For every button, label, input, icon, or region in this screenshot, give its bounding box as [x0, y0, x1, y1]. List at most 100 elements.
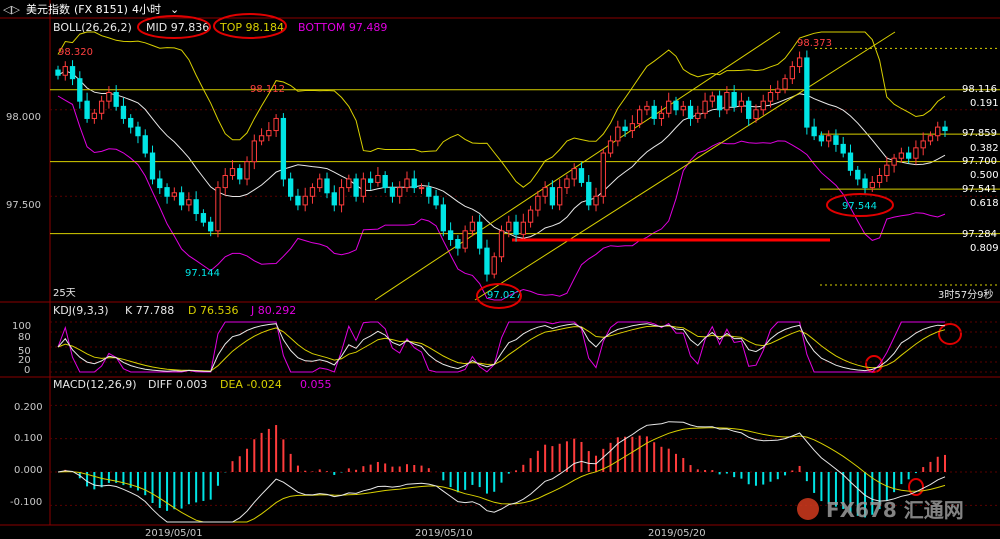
fib-ratio: 0.382: [970, 143, 999, 154]
macd-dea: DEA -0.024: [220, 378, 282, 391]
candle: [193, 191, 199, 221]
candle: [789, 61, 795, 85]
candle: [171, 187, 177, 201]
kdj-d-line: [57, 325, 946, 372]
candle: [862, 173, 868, 196]
macd-tick: 0.000: [14, 465, 43, 476]
candle: [557, 179, 563, 211]
candle: [157, 170, 163, 195]
candle: [317, 173, 323, 192]
fib-price: 97.859: [962, 128, 997, 139]
candle: [135, 121, 141, 144]
candle: [498, 225, 505, 263]
candle: [360, 172, 367, 203]
low-label: 97.027: [487, 290, 522, 301]
kdj-tick: 100: [12, 321, 31, 332]
date-axis: 2019/05/01 2019/05/10 2019/05/20: [145, 528, 706, 539]
candle: [229, 160, 236, 180]
candle: [324, 172, 330, 199]
candle: [520, 213, 526, 239]
boll-bottom: BOTTOM 97.489: [298, 21, 387, 34]
candle: [666, 92, 672, 118]
date-tick: 2019/05/10: [415, 528, 473, 539]
candle: [833, 129, 839, 152]
period-selector[interactable]: 4小时: [132, 3, 161, 16]
candle: [302, 187, 308, 212]
fib-ratio: 0.191: [970, 98, 999, 109]
candle: [215, 181, 221, 238]
candle: [571, 163, 577, 187]
candle: [338, 179, 345, 213]
candle: [818, 131, 825, 147]
candle: [731, 85, 737, 112]
candle: [491, 252, 497, 279]
candle: [658, 105, 665, 126]
kdj-tick: 0: [24, 365, 30, 376]
annotation-circles: [137, 13, 962, 496]
channel-lower: [474, 31, 896, 301]
candle: [782, 74, 788, 94]
candle: [593, 187, 599, 212]
date-tick: 2019/05/20: [648, 528, 706, 539]
candle: [513, 214, 519, 242]
candle: [615, 120, 621, 147]
candle: [178, 186, 185, 211]
candle: [309, 183, 316, 204]
boll-name: BOLL(26,26,2): [53, 21, 132, 34]
macd-axis: 0.200 0.100 0.000 -0.100: [10, 402, 43, 508]
trend-lines: [374, 31, 896, 301]
candle: [607, 135, 614, 158]
candle: [905, 146, 912, 164]
date-tick: 2019/05/01: [145, 528, 203, 539]
candle: [287, 172, 294, 201]
candle: [477, 214, 483, 255]
candle: [796, 51, 803, 73]
instrument-code: (FX 8151): [74, 3, 128, 16]
candle: [404, 171, 410, 192]
high-label: 98.320: [58, 47, 93, 58]
candle: [331, 185, 337, 212]
candle: [527, 205, 534, 228]
candle: [244, 156, 250, 186]
kdj-tick: 20: [18, 355, 31, 366]
candle: [804, 50, 810, 135]
candle: [746, 96, 752, 126]
candle: [251, 134, 257, 170]
period-dropdown-icon[interactable]: ⌄: [170, 3, 179, 16]
candle: [760, 94, 766, 116]
candle: [716, 90, 723, 118]
fib-price: 97.284: [962, 229, 997, 240]
candle: [542, 181, 548, 204]
candle: [200, 209, 207, 227]
candle: [709, 91, 716, 108]
fib-price: 98.116: [962, 84, 997, 95]
boll-top: TOP 98.184: [219, 21, 284, 34]
boll-mid: MID 97.836: [146, 21, 209, 34]
kdj-lines: [50, 321, 1000, 373]
title-bar: ◁▷ 美元指数 (FX 8151) 4小时 ⌄: [3, 2, 179, 16]
candle: [447, 222, 454, 246]
instrument-name: 美元指数: [26, 2, 70, 16]
candle: [455, 235, 461, 256]
candle: [91, 108, 98, 124]
candle: [876, 168, 883, 188]
candle: [738, 92, 745, 113]
candle: [418, 183, 425, 195]
candle: [469, 215, 476, 237]
candle: [644, 100, 650, 116]
fib-price: 97.700: [962, 156, 997, 167]
candlesticks: [55, 50, 948, 282]
low-circle: [476, 283, 522, 309]
candle: [164, 183, 170, 204]
candle: [389, 182, 396, 203]
candle: [266, 122, 272, 142]
candle: [426, 182, 432, 204]
candle: [506, 215, 512, 238]
candle: [600, 148, 606, 204]
high-label: 98.373: [797, 38, 832, 49]
macd-lines: [50, 404, 1000, 523]
candle: [273, 114, 279, 137]
candle: [767, 85, 774, 108]
candle: [724, 86, 730, 115]
price-axis: 98.000 97.500: [6, 112, 41, 211]
